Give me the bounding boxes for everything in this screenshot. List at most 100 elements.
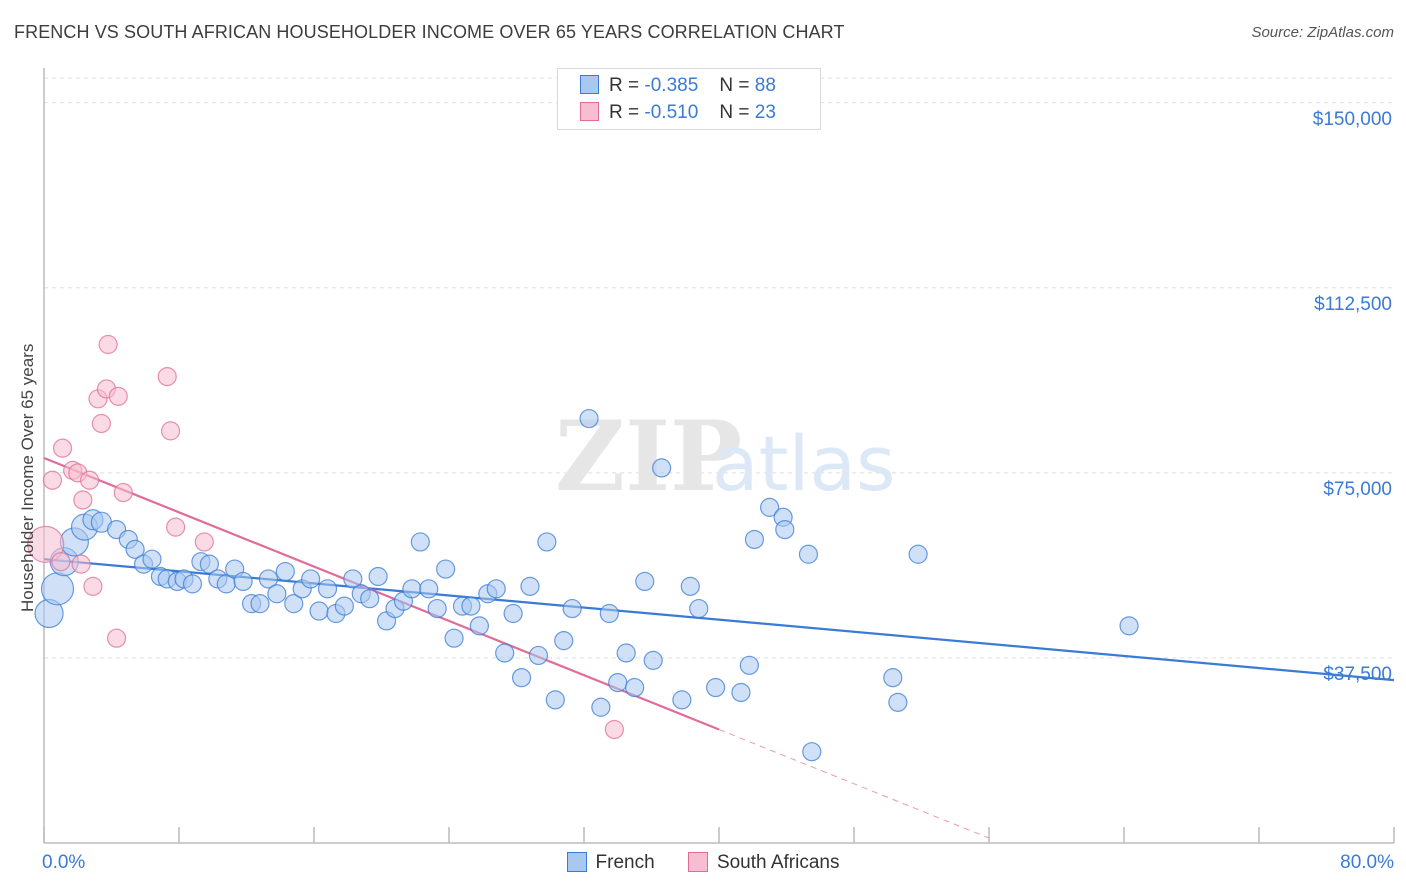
point-french [883, 668, 903, 688]
point-french [444, 628, 464, 648]
point-french [419, 579, 439, 599]
point-french [672, 690, 692, 710]
legend-r-value: -0.510 [644, 102, 699, 123]
point-south-african [52, 438, 73, 458]
x-tick-label: 80.0% [1340, 852, 1394, 873]
point-french [182, 574, 203, 594]
trend-extension-south-african [718, 729, 990, 839]
point-french [267, 584, 287, 604]
point-french [545, 690, 565, 710]
chart-source: Source: ZipAtlas.com [1251, 24, 1394, 41]
point-french [461, 596, 481, 616]
legend-row-south-africans: R = -0.510 N = 23 [580, 102, 776, 126]
point-south-african [73, 490, 93, 510]
point-french [427, 598, 447, 619]
watermark-atlas: atlas [712, 419, 896, 508]
point-french [706, 677, 726, 698]
point-french [368, 566, 388, 587]
point-french [643, 650, 663, 670]
grid-lines [44, 77, 1394, 659]
point-french [635, 571, 655, 592]
point-french [608, 672, 628, 693]
legend-swatch-south-africans [580, 102, 599, 121]
point-south-african [98, 334, 118, 355]
point-french [410, 532, 430, 552]
point-french [616, 643, 636, 663]
point-french [317, 579, 338, 599]
point-french [689, 598, 709, 619]
data-points [27, 334, 1139, 762]
point-french [908, 544, 928, 564]
point-french [503, 603, 523, 624]
y-axis-label: Householder Income Over 65 years [18, 343, 37, 612]
point-south-african [194, 532, 214, 552]
point-french [888, 692, 908, 712]
legend-r-label: R = [609, 102, 640, 123]
point-french [744, 529, 765, 550]
trend-lines [43, 457, 1395, 839]
point-french [142, 549, 162, 569]
chart-title: FRENCH VS SOUTH AFRICAN HOUSEHOLDER INCO… [14, 22, 845, 42]
point-french [760, 497, 780, 517]
point-french [301, 569, 321, 589]
point-french [284, 594, 304, 614]
legend-swatch-french [580, 75, 599, 94]
point-french [599, 603, 619, 624]
point-south-african [83, 576, 103, 596]
point-french [334, 596, 354, 616]
point-south-african [51, 552, 71, 572]
point-french [233, 571, 253, 592]
point-french [798, 544, 819, 564]
point-french [680, 576, 700, 596]
point-french [520, 576, 540, 596]
point-french [486, 579, 506, 599]
point-french [591, 697, 611, 717]
legend-swatch-south-africans [687, 852, 708, 872]
y-tick-label: $112,500 [1314, 293, 1392, 315]
legend-row-french: R = -0.385 N = 88 [580, 75, 776, 99]
point-south-african [71, 554, 91, 574]
point-french [250, 594, 270, 614]
point-french [528, 645, 549, 666]
legend-label-south-africans: South Africans [716, 852, 840, 873]
y-tick-label: $75,000 [1323, 478, 1392, 500]
legend-n-value: 88 [754, 75, 776, 96]
point-french [275, 561, 295, 582]
point-french [1119, 616, 1139, 636]
x-tick-label: 0.0% [42, 852, 86, 873]
legend-r-label: R = [609, 75, 640, 96]
legend-r-value: -0.385 [644, 75, 699, 96]
point-south-african [604, 719, 624, 740]
series-legend: French South Africans [0, 852, 1406, 874]
point-french [40, 572, 75, 606]
point-south-african [79, 470, 100, 490]
point-french [258, 569, 279, 589]
y-tick-label: $150,000 [1312, 108, 1392, 130]
point-south-african [42, 470, 63, 490]
point-french [436, 559, 456, 579]
point-south-african [166, 517, 186, 537]
point-french [199, 554, 219, 574]
point-french [579, 408, 599, 429]
point-south-african [113, 482, 133, 503]
legend-item-french: French [566, 852, 655, 874]
point-french [469, 616, 489, 636]
point-french [125, 539, 145, 559]
point-french [511, 668, 532, 688]
point-south-african [108, 386, 128, 406]
legend-n-value: 23 [754, 102, 776, 123]
point-south-african [27, 525, 65, 564]
legend-swatch-french [566, 852, 587, 872]
point-french [537, 532, 557, 552]
point-french [652, 458, 672, 478]
axes [43, 68, 1395, 844]
point-french [802, 742, 822, 762]
legend-label-french: French [595, 852, 655, 873]
point-french [562, 598, 582, 619]
watermark: ZIP atlas [555, 400, 896, 513]
stats-legend: R = -0.385 N = 88 R = -0.510 N = 23 [557, 68, 821, 130]
point-south-african [106, 628, 127, 648]
point-french [775, 519, 795, 540]
point-french [625, 677, 645, 698]
